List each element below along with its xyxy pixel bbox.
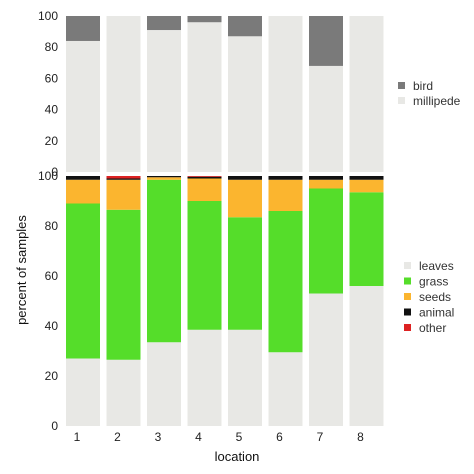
x-tick-5: 5 [236, 430, 243, 444]
top-bar-millipede-2 [106, 16, 141, 172]
top-y-tick-60: 60 [45, 71, 59, 85]
top-bar-bird-5 [228, 16, 262, 37]
top-bar-millipede-6 [268, 16, 303, 172]
bottom-bar-animal-5 [228, 176, 262, 180]
bottom-y-tick-0: 0 [51, 419, 58, 433]
bottom-bar-animal-1 [66, 176, 100, 180]
bottom-bars [66, 176, 384, 426]
bottom-bar-seeds-6 [268, 179, 303, 211]
bottom-legend-swatch-seeds [404, 293, 411, 300]
bottom-bar-seeds-2 [106, 179, 141, 210]
bottom-bar-grass-3 [147, 179, 181, 343]
top-y-tick-20: 20 [45, 134, 59, 148]
top-bar-bird-1 [66, 16, 100, 41]
bottom-y-tick-20: 20 [45, 369, 59, 383]
bottom-legend-label-grass: grass [419, 275, 448, 289]
bottom-bar-grass-2 [106, 209, 141, 360]
bottom-legend-swatch-other [404, 324, 411, 331]
bottom-bar-leaves-7 [309, 293, 343, 426]
top-bar-millipede-5 [228, 36, 262, 172]
x-tick-1: 1 [74, 430, 81, 444]
top-bar-millipede-4 [187, 22, 222, 172]
bottom-bar-leaves-1 [66, 358, 100, 426]
bottom-bar-seeds-1 [66, 179, 100, 204]
bottom-legend-label-other: other [419, 321, 446, 335]
bottom-y-tick-80: 80 [45, 219, 59, 233]
bottom-bar-leaves-2 [106, 359, 141, 426]
bottom-bar-leaves-8 [349, 286, 384, 426]
x-tick-3: 3 [155, 430, 162, 444]
bottom-y-tick-40: 40 [45, 319, 59, 333]
bottom-bar-seeds-7 [309, 179, 343, 189]
bottom-bar-grass-1 [66, 203, 100, 359]
top-bar-bird-3 [147, 16, 181, 31]
bottom-legend-label-animal: animal [419, 306, 454, 320]
x-tick-6: 6 [276, 430, 283, 444]
bottom-bar-leaves-6 [268, 352, 303, 426]
top-legend-swatch-bird [398, 82, 405, 89]
bottom-bar-seeds-8 [349, 179, 384, 193]
x-tick-2: 2 [114, 430, 121, 444]
top-bar-millipede-7 [309, 65, 343, 172]
bottom-bar-grass-4 [187, 201, 222, 330]
x-tick-8: 8 [357, 430, 364, 444]
bottom-y-tick-60: 60 [45, 269, 59, 283]
bottom-legend-swatch-grass [404, 277, 411, 285]
y-axis-title: percent of samples [14, 215, 29, 325]
bottom-legend-swatch-animal [404, 308, 411, 316]
bottom-bar-grass-8 [349, 192, 384, 286]
bottom-bar-other-4 [187, 176, 222, 177]
top-bar-millipede-1 [66, 40, 100, 173]
bottom-bar-grass-7 [309, 188, 343, 294]
top-bars [66, 16, 384, 173]
x-axis-title: location [215, 449, 260, 464]
bottom-bar-animal-8 [349, 176, 384, 180]
bottom-bar-leaves-3 [147, 342, 181, 426]
top-y-tick-0: 0 [51, 165, 58, 179]
bottom-bar-leaves-5 [228, 329, 262, 426]
top-y-tick-40: 40 [45, 103, 59, 117]
bottom-bar-seeds-3 [147, 177, 181, 180]
top-legend-label-millipede: millipede [413, 94, 461, 108]
x-tick-labels: 1 2 3 4 5 6 7 8 [74, 430, 365, 444]
bottom-bar-animal-6 [268, 176, 303, 180]
top-y-tick-100: 100 [38, 9, 58, 23]
x-tick-7: 7 [317, 430, 324, 444]
bottom-bar-animal-3 [147, 176, 181, 178]
bottom-bar-leaves-4 [187, 329, 222, 426]
top-y-ticks: 0 20 40 60 80 100 [38, 9, 58, 179]
top-y-tick-80: 80 [45, 40, 59, 54]
bottom-bar-grass-5 [228, 217, 262, 330]
bottom-bar-animal-4 [187, 176, 222, 179]
bottom-bar-animal-7 [309, 176, 343, 180]
bottom-bar-grass-6 [268, 211, 303, 353]
bottom-bar-other-2 [106, 176, 141, 179]
top-legend-swatch-millipede [398, 97, 405, 104]
bottom-legend-label-leaves: leaves [419, 259, 454, 273]
top-bar-bird-7 [309, 16, 343, 66]
bottom-y-tick-100: 100 [38, 169, 58, 183]
bottom-legend-label-seeds: seeds [419, 290, 451, 304]
bottom-legend-swatch-leaves [404, 262, 411, 269]
top-bar-millipede-3 [147, 30, 181, 173]
bottom-bar-animal-2 [106, 178, 141, 180]
bottom-y-ticks: 0 20 40 60 80 100 [38, 169, 58, 433]
bottom-bar-seeds-5 [228, 179, 262, 218]
bottom-bar-seeds-4 [187, 178, 222, 201]
top-bar-millipede-8 [349, 16, 384, 172]
top-legend-label-bird: bird [413, 79, 433, 93]
x-tick-4: 4 [195, 430, 202, 444]
top-bar-bird-4 [187, 16, 222, 23]
